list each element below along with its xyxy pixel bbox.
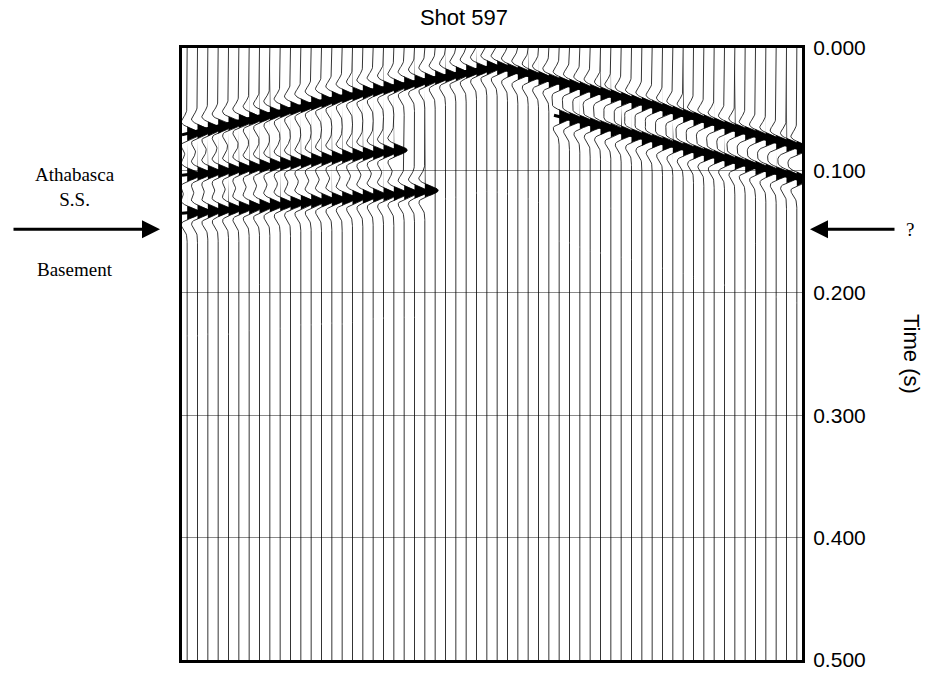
svg-text:0.300: 0.300 <box>813 404 866 427</box>
svg-text:0.400: 0.400 <box>813 526 866 549</box>
svg-text:0.100: 0.100 <box>813 159 866 182</box>
svg-text:Shot 597: Shot 597 <box>420 5 508 30</box>
svg-text:0.200: 0.200 <box>813 281 866 304</box>
svg-text:Basement: Basement <box>37 259 113 280</box>
svg-text:AthabascaS.S.: AthabascaS.S. <box>35 164 115 210</box>
svg-text:Time (s): Time (s) <box>899 314 924 394</box>
svg-text:0.500: 0.500 <box>813 648 866 671</box>
svg-text:?: ? <box>906 219 914 240</box>
svg-text:0.000: 0.000 <box>813 36 866 59</box>
